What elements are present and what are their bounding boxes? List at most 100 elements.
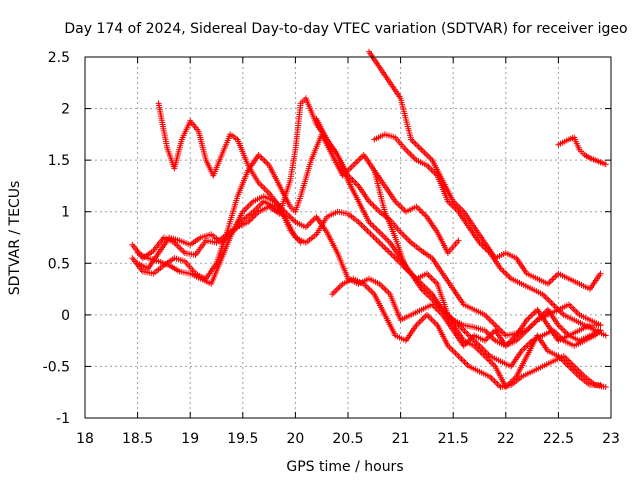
data-point-markers <box>492 363 508 389</box>
data-point-markers <box>471 332 486 343</box>
data-point-markers <box>239 210 255 223</box>
data-point-markers <box>234 136 251 167</box>
data-point-markers <box>466 363 481 374</box>
data-point-markers <box>508 349 524 370</box>
data-point-markers <box>313 213 329 234</box>
data-point-markers <box>587 272 603 293</box>
data-point-markers <box>324 229 340 255</box>
data-point-markers <box>455 322 471 337</box>
data-point-markers <box>266 162 282 188</box>
data-point-markers <box>313 115 329 141</box>
data-point-markers <box>218 133 233 158</box>
x-axis-label: GPS time / hours <box>286 459 403 475</box>
data-point-markers <box>550 301 566 317</box>
data-point-markers <box>497 265 513 281</box>
data-point-markers <box>450 286 466 306</box>
x-tick-label: 22 <box>497 431 515 447</box>
data-point-markers <box>203 262 219 282</box>
data-point-markers <box>408 307 423 318</box>
data-point-markers <box>355 182 371 203</box>
data-point-markers <box>444 239 460 256</box>
data-point-markers <box>381 311 398 337</box>
data-point-markers <box>134 260 149 271</box>
data-point-markers <box>176 237 192 247</box>
data-point-markers <box>576 333 591 344</box>
data-point-markers <box>387 291 403 321</box>
x-tick-label: 19.5 <box>227 431 258 447</box>
data-point-markers <box>350 275 365 286</box>
data-point-markers <box>513 318 529 339</box>
data-point-markers <box>155 236 171 256</box>
series-track-11 <box>555 134 609 168</box>
data-point-markers <box>418 286 434 301</box>
data-point-markers <box>544 348 560 359</box>
data-point-markers <box>324 209 339 220</box>
data-point-markers <box>423 311 439 327</box>
data-point-markers <box>229 210 245 236</box>
data-point-markers <box>287 203 297 213</box>
data-point-markers <box>555 137 570 148</box>
data-point-markers <box>371 167 388 213</box>
data-point-markers <box>376 239 392 255</box>
data-point-markers <box>392 332 407 343</box>
data-point-markers <box>360 280 376 296</box>
y-tick-label: 2.5 <box>48 50 70 66</box>
data-point-markers <box>429 296 445 312</box>
data-point-markers <box>255 204 270 215</box>
data-point-markers <box>387 250 403 265</box>
series-track-8 <box>329 275 609 391</box>
data-point-markers <box>460 337 476 348</box>
data-point-markers <box>195 128 209 162</box>
data-point-markers <box>397 312 412 323</box>
data-point-markers <box>565 275 581 286</box>
data-point-markers <box>287 149 298 184</box>
data-point-markers <box>150 263 166 277</box>
data-point-markers <box>555 270 570 281</box>
data-point-markers <box>397 229 413 245</box>
series-track-2 <box>129 131 462 282</box>
data-point-markers <box>271 203 287 219</box>
data-point-markers <box>171 239 187 255</box>
data-point-markers <box>560 353 576 368</box>
data-point-markers <box>292 195 303 215</box>
data-point-markers <box>166 234 181 243</box>
data-point-markers <box>481 353 497 368</box>
data-point-markers <box>402 204 418 215</box>
data-point-markers <box>334 250 351 280</box>
series-track-4 <box>134 198 604 349</box>
x-tick-label: 18.5 <box>122 431 153 447</box>
data-point-markers <box>444 311 460 327</box>
y-tick-label: 0 <box>61 308 70 324</box>
data-point-markers <box>529 364 544 375</box>
data-point-markers <box>281 213 298 239</box>
data-point-markers <box>581 373 597 387</box>
data-point-markers <box>376 229 392 245</box>
data-point-markers <box>455 353 471 368</box>
data-point-markers <box>576 311 591 322</box>
data-point-markers <box>423 162 439 178</box>
data-point-markers <box>518 369 533 380</box>
data-point-markers <box>539 359 554 370</box>
y-tick-label: -1 <box>56 411 70 427</box>
y-tick-label: 1 <box>61 205 70 221</box>
data-point-markers <box>376 280 392 296</box>
data-point-markers <box>565 301 581 317</box>
data-point-markers <box>460 208 477 229</box>
data-point-markers <box>487 373 502 389</box>
data-point-markers <box>502 334 518 349</box>
data-point-markers <box>513 255 529 275</box>
data-point-markers <box>371 132 386 143</box>
data-point-markers <box>471 342 487 358</box>
data-point-markers <box>197 275 213 286</box>
data-point-markers <box>324 136 340 157</box>
data-point-markers <box>413 271 428 282</box>
plot-frame <box>84 56 612 419</box>
data-point-markers <box>413 203 429 219</box>
y-axis-label: SDTVAR / TECUs <box>7 181 23 296</box>
data-point-markers <box>581 322 597 333</box>
data-point-markers <box>155 258 171 268</box>
data-point-markers <box>192 239 208 258</box>
data-point-markers <box>187 270 202 281</box>
data-point-markers <box>487 353 502 364</box>
